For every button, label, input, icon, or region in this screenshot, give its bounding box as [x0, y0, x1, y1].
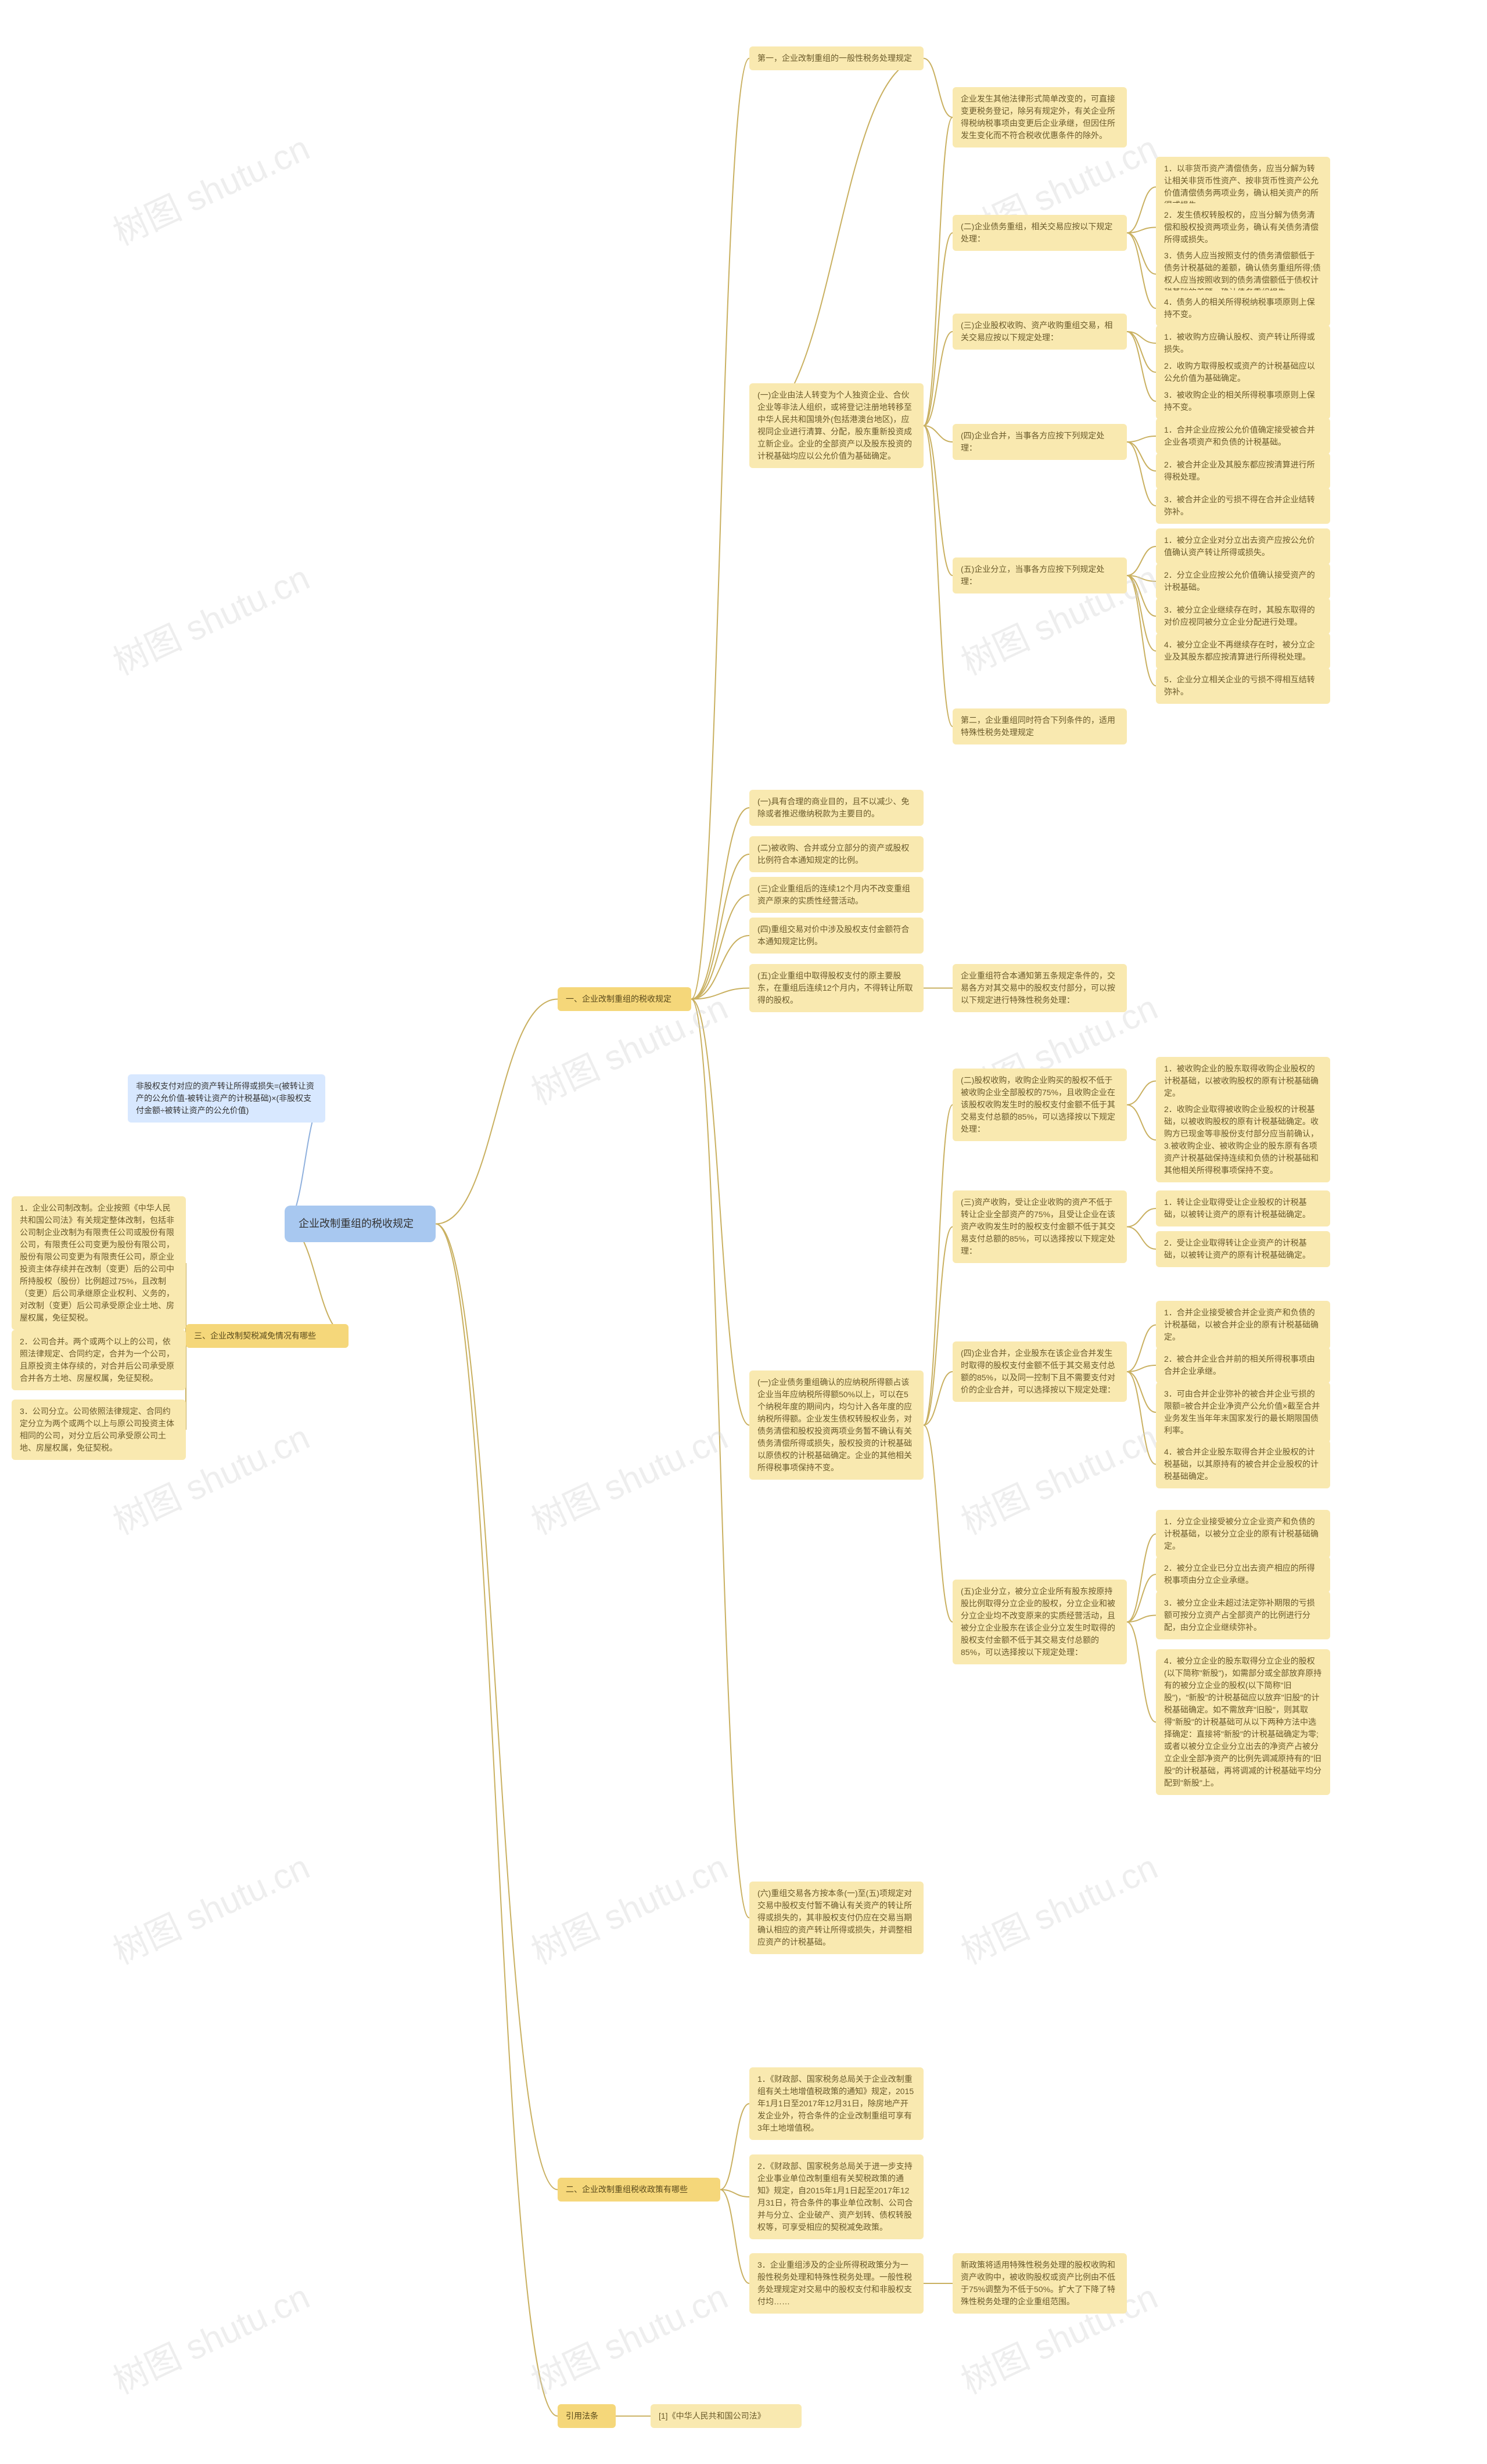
sec1-sp-g2-0: (二)股权收购，收购企业购买的股权不低于被收购企业全部股权的75%，且收购企业在… [953, 1069, 1127, 1141]
section-s2: 二、企业改制重组税收政策有哪些 [558, 2178, 720, 2202]
section-s1: 一、企业改制重组的税收规定 [558, 987, 691, 1011]
sec2-child-1: 2．《财政部、国家税务总局关于进一步支持企业事业单位改制重组有关契税政策的通知》… [749, 2154, 924, 2239]
sec1-b1-c2-0: (二)企业债务重组，相关交易应按以下规定处理： [953, 215, 1127, 251]
sec1-sp-acq-1: 2．收购企业取得被收购企业股权的计税基础，以被收购股权的原有计税基础确定。收购方… [1156, 1098, 1330, 1182]
sec1-sp-s-3: 4．被分立企业的股东取得分立企业的股权(以下简称"新股")，如需部分或全部放弃原… [1156, 1649, 1330, 1795]
sec1-b1-merge-2: 3．被合并企业的亏损不得在合并企业结转弥补。 [1156, 488, 1330, 524]
sec1-sp-head: 第二，企业重组同时符合下列条件的，适用特殊性税务处理规定 [953, 708, 1127, 744]
sec3-child-2: 3．公司分立。公司依照法律规定、合同约定分立为两个或两个以上与原公司投资主体相同… [12, 1400, 186, 1460]
sec1-sp-cond-0: (一)具有合理的商业目的，且不以减少、免除或者推迟缴纳税款为主要目的。 [749, 790, 924, 826]
sec1-sp-tail: (六)重组交易各方按本条(一)至(五)项规定对交易中股权支付暂不确认有关资产的转… [749, 1882, 924, 1954]
sec2-child-3: 新政策将适用特殊性税务处理的股权收购和资产收购中，被收购股权或资产比例由不低于7… [953, 2253, 1127, 2314]
sec1-b1-eq-2: 3．被收购企业的相关所得税事项原则上保持不变。 [1156, 383, 1330, 419]
sec2-child-2: 3．企业重组涉及的企业所得税政策分为一般性税务处理和特殊性税务处理。一般性税务处… [749, 2253, 924, 2314]
sec1-b1-c1-0: (一)企业由法人转变为个人独资企业、合伙企业等非法人组织，或将登记注册地转移至中… [749, 383, 924, 468]
sec1-sp-cond5r: 企业重组符合本通知第五条规定条件的，交易各方对其交易中的股权支付部分，可以按以下… [953, 964, 1127, 1012]
sec1-sp-cond-4: (五)企业重组中取得股权支付的原主要股东，在重组后连续12个月内，不得转让所取得… [749, 964, 924, 1012]
sec1-b1-split-0: 1．被分立企业对分立出去资产应按公允价值确认资产转让所得或损失。 [1156, 528, 1330, 564]
sec1-b1-head: 第一，企业改制重组的一般性税务处理规定 [749, 46, 924, 70]
sec1-sp-m-2: 3．可由合并企业弥补的被合并企业亏损的限额=被合并企业净资产公允价值×截至合并业… [1156, 1382, 1330, 1443]
sec1-sp-asset-1: 2．受让企业取得转让企业资产的计税基础，以被转让资产的原有计税基础确定。 [1156, 1231, 1330, 1267]
sec1-b1-split-4: 5．企业分立相关企业的亏损不得相互结转弥补。 [1156, 668, 1330, 704]
sec3-child-0: 1．企业公司制改制。企业按照《中华人民共和国公司法》有关规定整体改制，包括非公司… [12, 1196, 186, 1330]
sec1-b1-split-2: 3．被分立企业继续存在时，其股东取得的对价应视同被分立企业分配进行处理。 [1156, 598, 1330, 634]
sec1-sp-m-0: 1．合并企业接受被合并企业资产和负债的计税基础，以被合并企业的原有计税基础确定。 [1156, 1301, 1330, 1349]
sec1-b1-c2-3: (五)企业分立，当事各方应按下列规定处理： [953, 557, 1127, 593]
section-s4: 引用法条 [558, 2404, 616, 2428]
sec1-b1-merge-0: 1．合并企业应按公允价值确定接受被合并企业各项资产和负债的计税基础。 [1156, 418, 1330, 454]
root-node: 企业改制重组的税收规定 [285, 1206, 436, 1242]
section-s3: 三、企业改制契税减免情况有哪些 [186, 1324, 349, 1348]
sec1-sp-g2-1: (三)资产收购，受让企业收购的资产不低于转让企业全部资产的75%，且受让企业在该… [953, 1190, 1127, 1263]
sec1-sp-asset-0: 1．转让企业取得受让企业股权的计税基础，以被转让资产的原有计税基础确定。 [1156, 1190, 1330, 1226]
sec3-child-1: 2．公司合并。两个或两个以上的公司，依照法律规定、合同约定，合并为一个公司，且原… [12, 1330, 186, 1390]
sec1-sp-g2-3: (五)企业分立，被分立企业所有股东按原持股比例取得分立企业的股权，分立企业和被分… [953, 1580, 1127, 1664]
sec1-b1-top: 企业发生其他法律形式简单改变的，可直接变更税务登记，除另有规定外，有关企业所得税… [953, 87, 1127, 148]
sec1-b1-c2-1: (三)企业股权收购、资产收购重组交易，相关交易应按以下规定处理： [953, 314, 1127, 350]
sec1-sp-s-1: 2．被分立企业已分立出去资产相应的所得税事项由分立企业承继。 [1156, 1556, 1330, 1592]
sec1-b1-split-1: 2．分立企业应按公允价值确认接受资产的计税基础。 [1156, 563, 1330, 599]
sec1-sp-g2-2: (四)企业合并，企业股东在该企业合并发生时取得的股权支付金额不低于其交易支付总额… [953, 1341, 1127, 1402]
sec1-b1-merge-1: 2．被合并企业及其股东都应按清算进行所得税处理。 [1156, 453, 1330, 489]
sec4-child-0: [1]《中华人民共和国公司法》 [651, 2404, 802, 2428]
sec1-b1-c2-2: (四)企业合并，当事各方应按下列规定处理： [953, 424, 1127, 460]
sec1-sp-ghead: (一)企业债务重组确认的应纳税所得额占该企业当年应纳税所得额50%以上，可以在5… [749, 1371, 924, 1480]
formula-node: 非股权支付对应的资产转让所得或损失=(被转让资产的公允价值-被转让资产的计税基础… [128, 1074, 325, 1123]
sec2-child-0: 1．《财政部、国家税务总局关于企业改制重组有关土地增值税政策的通知》规定，201… [749, 2067, 924, 2140]
sec1-sp-s-0: 1．分立企业接受被分立企业资产和负债的计税基础，以被分立企业的原有计税基础确定。 [1156, 1510, 1330, 1558]
sec1-sp-cond-3: (四)重组交易对价中涉及股权支付金额符合本通知规定比例。 [749, 918, 924, 954]
sec1-b1-debt-3: 4．债务人的相关所得税纳税事项原则上保持不变。 [1156, 290, 1330, 326]
sec1-sp-s-2: 3．被分立企业未超过法定弥补期限的亏损额可按分立资产占全部资产的比例进行分配，由… [1156, 1591, 1330, 1639]
sec1-sp-m-3: 4．被合并企业股东取得合并企业股权的计税基础，以其原持有的被合并企业股权的计税基… [1156, 1440, 1330, 1488]
sec1-sp-cond-2: (三)企业重组后的连续12个月内不改变重组资产原来的实质性经营活动。 [749, 877, 924, 913]
sec1-sp-m-1: 2．被合并企业合并前的相关所得税事项由合并企业承继。 [1156, 1347, 1330, 1383]
sec1-b1-split-3: 4．被分立企业不再继续存在时，被分立企业及其股东都应按清算进行所得税处理。 [1156, 633, 1330, 669]
sec1-sp-cond-1: (二)被收购、合并或分立部分的资产或股权比例符合本通知规定的比例。 [749, 836, 924, 872]
